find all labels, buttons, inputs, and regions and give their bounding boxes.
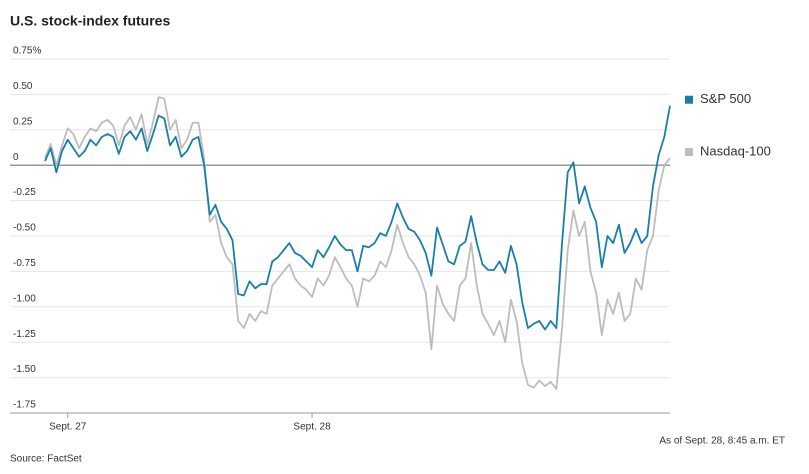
y-tick-label: 0.50 [13,81,33,92]
y-tick-label: -0.25 [13,187,36,198]
x-tick-label: Sept. 27 [49,422,87,433]
y-tick-label: -1.50 [13,364,36,375]
chart-title: U.S. stock-index futures [10,13,170,29]
y-tick-label: 0.75% [13,46,41,57]
y-tick-label: 0 [13,152,19,163]
legend-label: S&P 500 [700,91,751,106]
legend-swatch [685,95,693,104]
line-series [44,96,671,390]
line-series [44,105,671,331]
y-tick-label: -0.50 [13,223,36,234]
y-tick-label: -1.75 [13,400,36,411]
y-tick-label: -1.25 [13,329,36,340]
x-tick-label: Sept. 28 [293,422,331,433]
legend-label: Nasdaq-100 [700,144,771,159]
y-tick-label: -0.75 [13,258,36,269]
source: Source: FactSet [10,454,82,465]
y-tick-label: 0.25 [13,116,33,127]
note: As of Sept. 28, 8:45 a.m. ET [659,436,785,447]
y-tick-label: -1.00 [13,293,36,304]
legend-swatch [685,148,693,157]
